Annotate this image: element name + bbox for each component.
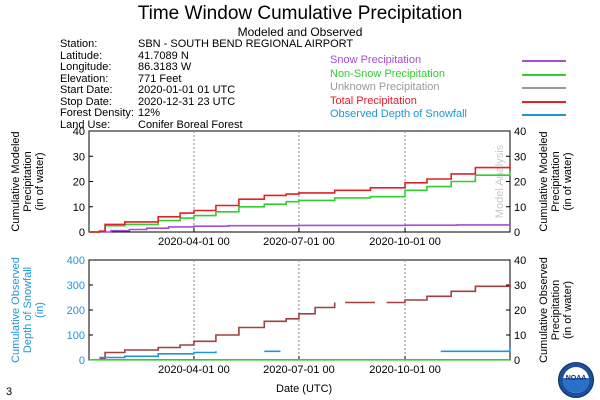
station-info-label: Longitude: [60,61,112,73]
chart-title: Time Window Cumulative Precipitation [137,3,463,24]
y-tick-label-left: 0 [79,355,85,367]
y-axis-label-right: Cumulative Modeled [538,131,550,231]
y-tick-label-left: 300 [67,280,85,292]
y-axis-label-right: (in of water) [562,281,574,339]
station-info-value: 2020-01-01 01 UTC [138,84,236,96]
station-info-value: 12% [138,107,161,119]
station-info-value: 86.3183 W [138,61,192,73]
series-line [89,163,511,233]
y-tick-label-right: 40 [514,126,526,138]
y-tick-label-left: 20 [73,177,85,189]
station-info-label: Elevation: [60,72,109,85]
legend-swatch [522,73,566,76]
y-axis-label-right: Cumulative Observed [538,257,550,363]
series-line [386,281,511,304]
x-tick-label: 2020-07-01 00 [263,236,335,248]
station-info-label: Latitude: [60,49,103,62]
y-axis-label-left: Cumulative Observed [10,257,22,363]
series-line [89,224,511,233]
y-axis-label-right: Precipitation [550,151,562,212]
legend-label: Total Precipitation [330,94,417,107]
series-line [440,347,511,353]
legend-label: Unknown Precipitation [330,81,440,93]
station-info-label: Land Use: [60,118,111,131]
watermark-label: Model Analysis [494,144,506,218]
station-info-value: Conifer Boreal Forest [138,118,243,131]
series-line [99,302,336,360]
y-tick-label-left: 200 [67,305,85,317]
legend-label: Observed Depth of Snowfall [330,108,467,120]
y-axis-label-right: (in of water) [562,152,574,210]
station-info-label: Start Date: [60,84,113,96]
x-axis-label: Date (UTC) [276,383,333,395]
y-tick-label-right: 20 [514,305,526,317]
y-tick-label-right: 20 [514,177,526,189]
y-tick-label-right: 30 [514,280,526,292]
x-tick-label: 2020-07-01 00 [263,364,335,376]
y-tick-label-left: 30 [73,151,85,163]
legend-label: Snow Precipitation [330,54,422,66]
legend-swatch [522,60,566,62]
series-line [99,351,217,359]
x-tick-label: 2020-04-01 00 [158,236,230,248]
y-tick-label-right: 0 [514,355,520,367]
y-tick-label-right: 40 [514,255,526,267]
station-info-label: Station: [60,38,98,50]
y-axis-label-left: Cumulative Modeled [10,131,22,231]
y-tick-label-right: 10 [514,330,526,342]
legend-label: Non-Snow Precipitation [330,67,445,80]
x-tick-label: 2020-10-01 00 [369,236,441,248]
y-tick-label-right: 0 [514,227,520,239]
page-number: 3 [6,386,13,398]
y-tick-label-right: 10 [514,202,526,214]
x-tick-label: 2020-04-01 00 [158,364,230,376]
y-axis-label-right: Precipitation [550,280,562,341]
legend-swatch [522,114,566,116]
x-tick-label: 2020-10-01 00 [369,364,441,376]
series-line [89,171,511,233]
y-tick-label-left: 40 [73,126,85,138]
station-info-value: 2020-12-31 23 UTC [138,95,236,108]
station-info-value: SBN - SOUTH BEND REGIONAL AIRPORT [138,38,354,50]
y-tick-label-left: 100 [67,330,85,342]
station-info-label: Stop Date: [60,95,112,108]
y-tick-label-left: 0 [79,227,85,239]
station-info-value: 41.7089 N [138,49,189,62]
y-tick-label-right: 30 [514,151,526,163]
y-tick-label-left: 400 [67,255,85,267]
y-axis-label-left: Precipitation [22,151,34,212]
y-tick-label-left: 10 [73,202,85,214]
noaa-logo-icon: NOAA [558,362,594,398]
y-axis-label-left: (in) [34,302,46,318]
station-info-label: Forest Density: [60,107,134,119]
plot-frame [88,130,511,233]
legend-swatch [522,87,566,89]
station-info-value: 771 Feet [138,72,182,85]
y-axis-label-left: (in of water) [34,152,46,210]
legend-swatch [522,100,566,103]
y-axis-label-left: Depth of Snowfall [22,267,34,353]
plot-frame [88,259,511,361]
chart-subtitle: Modeled and Observed [237,25,363,39]
